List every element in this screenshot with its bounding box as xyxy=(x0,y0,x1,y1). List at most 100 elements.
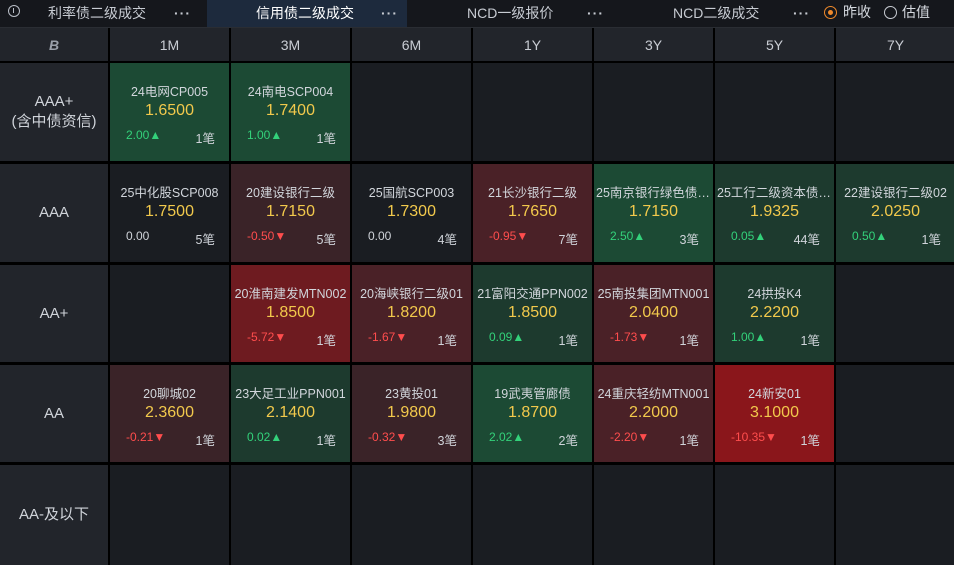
bond-cell[interactable]: 20海峡银行二级01 1.8200 -1.67▼ 1笔 xyxy=(352,265,471,362)
radio-label-valuation[interactable]: 估值 xyxy=(902,4,930,20)
bond-yield: 1.8200 xyxy=(387,304,436,321)
bond-cell[interactable]: 24重庆轻纺MTN001 2.2000 -2.20▼ 1笔 xyxy=(594,365,713,462)
bond-cell[interactable]: 25工行二级资本债0... 1.9325 0.05▲ 44笔 xyxy=(715,164,834,262)
bond-name: 25中化股SCP008 xyxy=(120,186,219,200)
row-header-label: AA+ xyxy=(39,304,69,322)
trade-count: 44笔 xyxy=(793,233,820,247)
bond-cell[interactable]: 21富阳交通PPN002 1.8500 0.09▲ 1笔 xyxy=(473,265,592,362)
tab-ncd-secondary-trades[interactable]: NCD二级成交 ··· xyxy=(612,0,812,27)
row-header: AAA+ (含中债资信) xyxy=(0,63,108,161)
bond-name: 23大足工业PPN001 xyxy=(235,387,346,401)
bond-yield: 1.7650 xyxy=(508,203,557,220)
more-icon[interactable]: ··· xyxy=(793,5,810,21)
bond-cell[interactable]: 23大足工业PPN001 2.1400 0.02▲ 1笔 xyxy=(231,365,350,462)
yield-change: -0.50▼ xyxy=(247,229,287,243)
empty-cell xyxy=(836,63,954,161)
yield-change: 1.00▲ xyxy=(247,128,283,142)
column-header-3m[interactable]: 3M xyxy=(231,28,350,61)
empty-cell xyxy=(110,265,229,362)
empty-cell xyxy=(352,465,471,565)
tab-ncd-primary-quotes[interactable]: NCD一级报价 ··· xyxy=(410,0,610,27)
empty-cell xyxy=(594,465,713,565)
row-header: AA-及以下 xyxy=(0,465,108,565)
column-header-1m[interactable]: 1M xyxy=(110,28,229,61)
trade-count: 1笔 xyxy=(316,434,336,448)
bond-cell[interactable]: 20聊城02 2.3600 -0.21▼ 1笔 xyxy=(110,365,229,462)
yield-change: 0.00 xyxy=(126,229,150,243)
bond-cell[interactable]: 20建设银行二级 1.7150 -0.50▼ 5笔 xyxy=(231,164,350,262)
yield-change: 2.02▲ xyxy=(489,430,525,444)
bond-name: 24新安01 xyxy=(748,387,801,401)
empty-cell xyxy=(715,63,834,161)
bond-yield: 2.2200 xyxy=(750,304,799,321)
trade-count: 1笔 xyxy=(800,434,820,448)
column-header-6m[interactable]: 6M xyxy=(352,28,471,61)
yield-change: 2.00▲ xyxy=(126,128,162,142)
bond-cell[interactable]: 25中化股SCP008 1.7500 0.00 5笔 xyxy=(110,164,229,262)
radio-valuation[interactable] xyxy=(884,6,897,19)
more-icon[interactable]: ··· xyxy=(381,5,398,21)
trade-count: 1笔 xyxy=(437,334,457,348)
yield-change: -2.20▼ xyxy=(610,430,650,444)
trade-count: 1笔 xyxy=(316,132,336,146)
tab-credit-bond-trades[interactable]: 信用债二级成交 ··· xyxy=(207,0,407,27)
yield-change: 0.50▲ xyxy=(852,229,888,243)
empty-cell xyxy=(836,365,954,462)
column-header-5y[interactable]: 5Y xyxy=(715,28,834,61)
tab-rate-bond-trades[interactable]: 利率债二级成交 ··· xyxy=(28,0,204,27)
column-header-1y[interactable]: 1Y xyxy=(473,28,592,61)
bond-name: 24拱投K4 xyxy=(747,287,802,301)
bond-cell[interactable]: 22建设银行二级02 2.0250 0.50▲ 1笔 xyxy=(836,164,954,262)
radio-label-prev-close[interactable]: 昨收 xyxy=(843,4,871,20)
bond-yield: 1.8500 xyxy=(266,304,315,321)
yield-change: 0.00 xyxy=(368,229,392,243)
radio-prev-close[interactable] xyxy=(824,6,837,19)
more-icon[interactable]: ··· xyxy=(174,5,191,21)
tab-label: NCD二级成交 xyxy=(673,5,760,21)
rating-term-matrix: B 1M 3M 6M 1Y 3Y 5Y 7Y AAA+ (含中债资信) AAA AA+ AA AA-及以… xyxy=(0,28,954,565)
info-icon[interactable] xyxy=(8,5,20,17)
bond-cell[interactable]: 20淮南建发MTN002 1.8500 -5.72▼ 1笔 xyxy=(231,265,350,362)
yield-change: -0.32▼ xyxy=(368,430,408,444)
yield-change: -1.73▼ xyxy=(610,330,650,344)
bond-cell[interactable]: 25国航SCP003 1.7300 0.00 4笔 xyxy=(352,164,471,262)
trade-count: 3笔 xyxy=(437,434,457,448)
column-header-7y[interactable]: 7Y xyxy=(836,28,954,61)
bond-name: 23黄投01 xyxy=(385,387,438,401)
bond-cell[interactable]: 25南京银行绿色债01 1.7150 2.50▲ 3笔 xyxy=(594,164,713,262)
bond-cell[interactable]: 21长沙银行二级 1.7650 -0.95▼ 7笔 xyxy=(473,164,592,262)
bond-name: 19武夷管廊债 xyxy=(494,387,571,401)
trade-count: 1笔 xyxy=(316,334,336,348)
empty-cell xyxy=(473,465,592,565)
bond-name: 24电网CP005 xyxy=(130,85,209,99)
bond-cell[interactable]: 24电网CP005 1.6500 2.00▲ 1笔 xyxy=(110,63,229,161)
bond-cell[interactable]: 24新安01 3.1000 -10.35▼ 1笔 xyxy=(715,365,834,462)
bond-name: 20海峡银行二级01 xyxy=(360,287,463,301)
row-header: AA xyxy=(0,365,108,462)
empty-cell xyxy=(473,63,592,161)
bond-name: 25工行二级资本债0... xyxy=(717,186,834,200)
bond-yield: 1.7150 xyxy=(629,203,678,220)
yield-change: -5.72▼ xyxy=(247,330,287,344)
brand-b-icon: B xyxy=(48,36,60,53)
column-header-3y[interactable]: 3Y xyxy=(594,28,713,61)
bond-name: 25国航SCP003 xyxy=(368,186,455,200)
bond-cell[interactable]: 24南电SCP004 1.7400 1.00▲ 1笔 xyxy=(231,63,350,161)
bond-name: 20淮南建发MTN002 xyxy=(234,287,347,301)
empty-cell xyxy=(594,63,713,161)
bond-yield: 1.9800 xyxy=(387,404,436,421)
bond-name: 20聊城02 xyxy=(143,387,196,401)
bond-cell[interactable]: 19武夷管廊债 1.8700 2.02▲ 2笔 xyxy=(473,365,592,462)
yield-change: -1.67▼ xyxy=(368,330,408,344)
bond-cell[interactable]: 25南投集团MTN001 2.0400 -1.73▼ 1笔 xyxy=(594,265,713,362)
bond-cell[interactable]: 23黄投01 1.9800 -0.32▼ 3笔 xyxy=(352,365,471,462)
yield-change: -0.21▼ xyxy=(126,430,166,444)
bond-cell[interactable]: 24拱投K4 2.2200 1.00▲ 1笔 xyxy=(715,265,834,362)
yield-change: 0.09▲ xyxy=(489,330,525,344)
bond-name: 24重庆轻纺MTN001 xyxy=(597,387,710,401)
bond-yield: 1.7500 xyxy=(145,203,194,220)
trade-count: 1笔 xyxy=(195,434,215,448)
more-icon[interactable]: ··· xyxy=(587,5,604,21)
bond-name: 21富阳交通PPN002 xyxy=(477,287,588,301)
yield-change: 0.02▲ xyxy=(247,430,283,444)
